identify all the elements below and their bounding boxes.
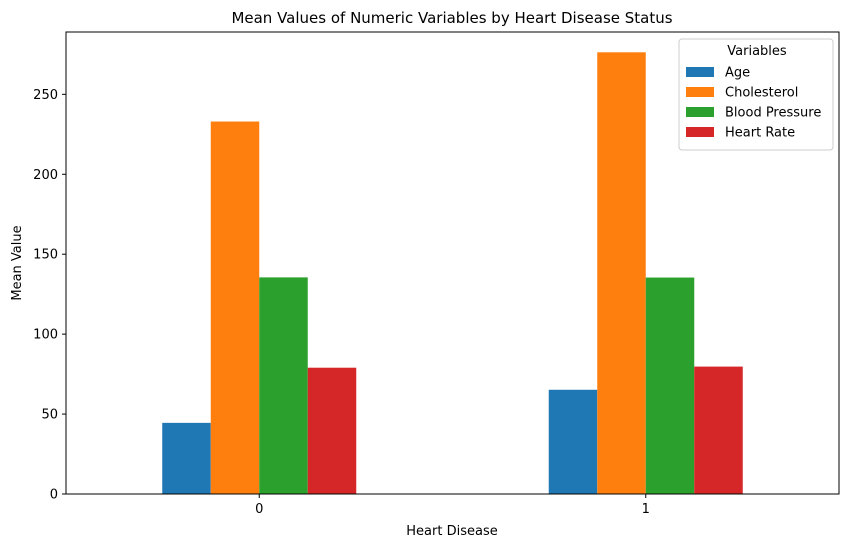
- legend: Variables Age Cholesterol Blood Pressure He…: [678, 38, 834, 151]
- chart-title: Mean Values of Numeric Variables by Hear…: [231, 9, 672, 27]
- legend-entry-label: Cholesterol: [725, 86, 798, 101]
- bar-blood-pressure-1: [645, 277, 695, 494]
- legend-entry-label: Age: [725, 66, 750, 81]
- legend-swatch: [686, 107, 714, 117]
- bars-group: [162, 52, 743, 494]
- x-axis-label: Heart Disease: [406, 524, 497, 539]
- bar-heart-rate-0: [307, 367, 357, 494]
- y-axis: 0 50 100 150 200 250: [33, 88, 66, 503]
- legend-swatch: [686, 67, 714, 77]
- y-tick-label: 250: [33, 88, 58, 103]
- legend-entry-label: Heart Rate: [725, 126, 795, 141]
- x-tick-label: 1: [642, 502, 650, 517]
- legend-swatch: [686, 87, 714, 97]
- bar-cholesterol-1: [597, 52, 646, 494]
- legend-swatch: [686, 127, 714, 137]
- bar-age-1: [548, 389, 598, 494]
- y-tick-label: 50: [41, 408, 58, 423]
- bar-heart-rate-1: [694, 366, 743, 494]
- y-tick-label: 150: [33, 248, 58, 263]
- bar-blood-pressure-0: [259, 277, 308, 494]
- x-tick-label: 0: [255, 502, 263, 517]
- bar-cholesterol-0: [210, 121, 260, 494]
- y-tick-label: 100: [33, 328, 58, 343]
- y-tick-label: 0: [50, 488, 58, 503]
- legend-entry-label: Blood Pressure: [725, 106, 821, 121]
- legend-box: [678, 38, 834, 151]
- y-axis-label: Mean Value: [10, 225, 25, 300]
- y-tick-label: 200: [33, 168, 58, 183]
- plot-frame: [65, 31, 840, 495]
- legend-title: Variables: [727, 44, 787, 59]
- bar-age-0: [162, 422, 211, 494]
